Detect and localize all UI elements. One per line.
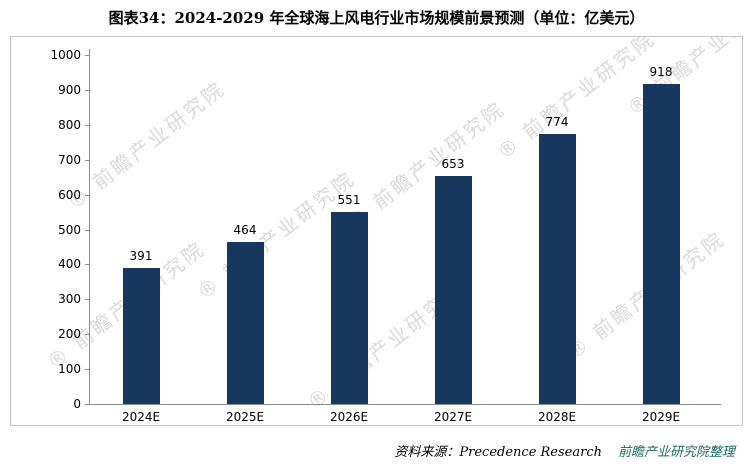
bar [538,133,576,404]
y-tick-label: 500 [58,222,81,237]
y-tick-mark [85,299,89,301]
bar [642,83,680,404]
chart-area: ® 前瞻产业研究院® 前瞻产业研究院® 前瞻产业研究院® 前瞻产业研究院® 前瞻… [10,36,743,426]
y-tick-mark [85,159,89,161]
y-tick-mark [85,334,89,336]
y-tick-label: 900 [58,82,81,97]
y-tick-label: 600 [58,187,81,202]
y-tick-mark [85,369,89,371]
y-tick-mark [85,264,89,266]
y-axis-line [89,49,90,404]
bar-value-label: 774 [545,114,569,129]
source-credit: 前瞻产业研究院整理 [617,445,735,460]
y-tick-label: 400 [58,257,81,272]
source-text: 资料来源：Precedence Research [394,445,602,460]
y-tick-label: 200 [58,327,81,342]
y-tick-label: 300 [58,292,81,307]
source-line: 资料来源：Precedence Research 前瞻产业研究院整理 [394,441,735,460]
y-tick-mark [85,229,89,231]
x-tick-label: 2027E [433,410,473,424]
x-tick-label: 2024E [121,410,161,424]
y-tick-label: 800 [58,117,81,132]
bar-value-label: 551 [337,192,361,207]
bar-value-label: 653 [441,157,465,172]
y-tick-mark [85,89,89,91]
bar [330,211,368,404]
x-tick-label: 2028E [537,410,577,424]
bar [122,267,160,404]
y-tick-label: 1000 [50,48,81,62]
plot-area: 0 100 200 300 400 500 600 700 800 900 1000 391 2024E… [11,37,742,425]
y-tick-label: 0 [73,397,81,411]
bar [226,242,264,404]
bar [434,176,472,404]
bar-value-label: 464 [233,223,257,238]
bar-value-label: 918 [649,64,673,79]
x-tick-label: 2029E [641,410,681,424]
y-tick-mark [85,194,89,196]
bar-value-label: 391 [129,248,153,263]
chart-title: 图表34：2024-2029 年全球海上风电行业市场规模前景预测（单位：亿美元） [108,9,645,27]
x-tick-label: 2025E [225,410,265,424]
y-tick-mark [85,124,89,126]
y-tick-label: 700 [58,152,81,167]
y-tick-mark [85,404,89,405]
y-tick-mark [85,55,89,56]
x-axis-line [89,404,721,405]
y-tick-label: 100 [58,362,81,377]
x-tick-label: 2026E [329,410,369,424]
